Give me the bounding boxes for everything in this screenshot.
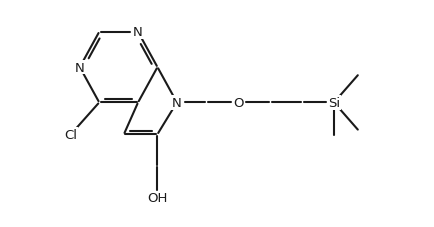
Text: N: N	[171, 96, 181, 109]
Text: OH: OH	[147, 191, 167, 204]
Text: O: O	[233, 96, 243, 109]
Text: Si: Si	[327, 96, 339, 109]
Text: N: N	[133, 26, 143, 39]
Text: N: N	[75, 61, 85, 74]
Text: Cl: Cl	[64, 128, 77, 141]
